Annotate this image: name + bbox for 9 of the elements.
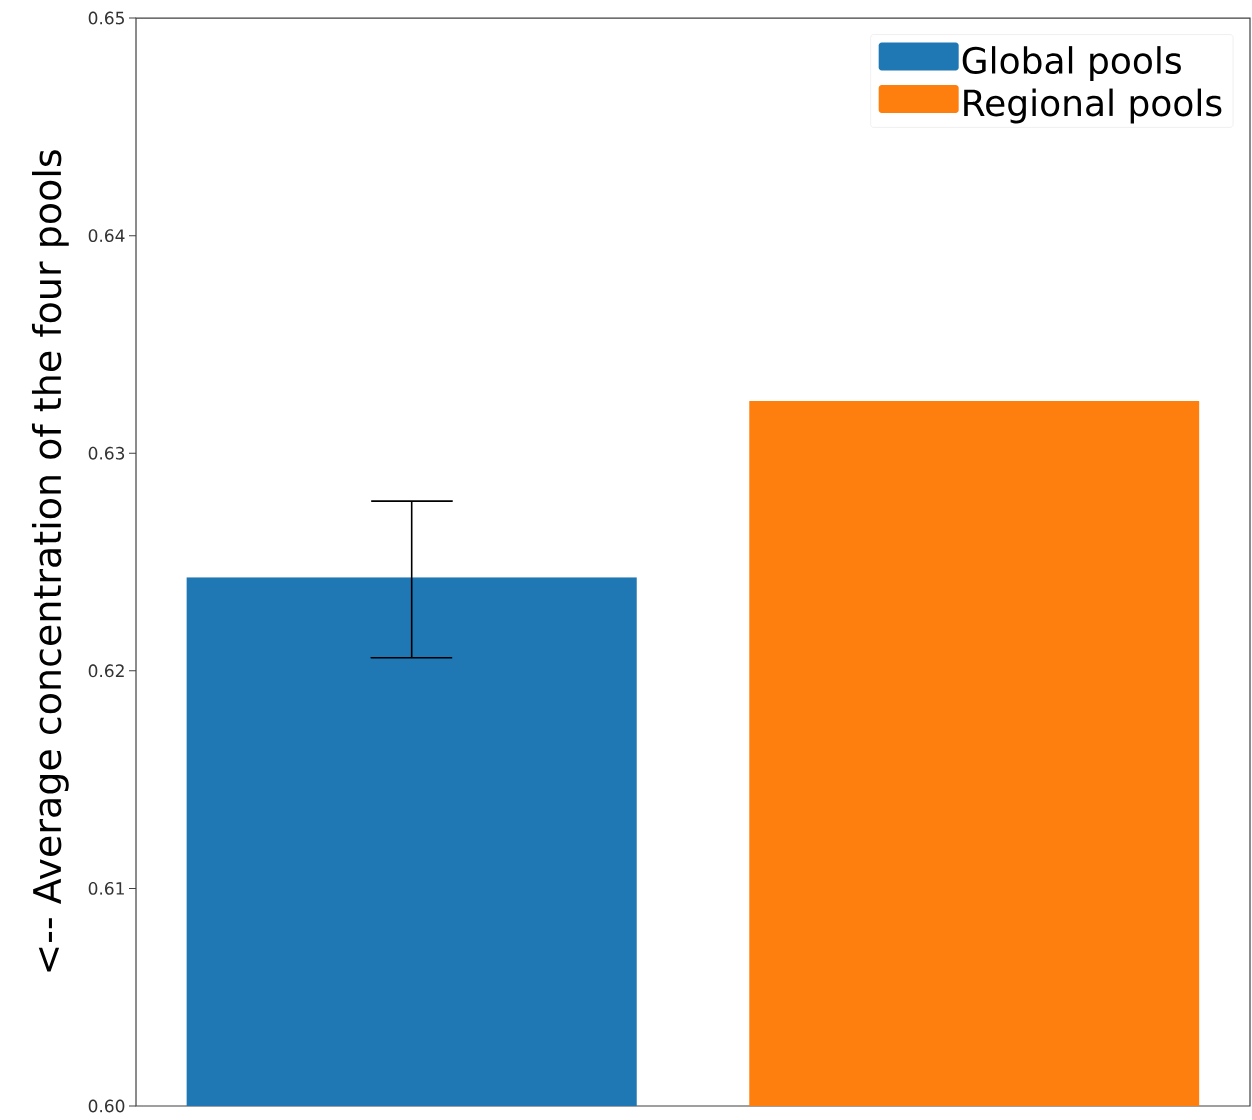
legend-label: Regional pools xyxy=(964,88,1222,124)
y-tick-label: 0.62 xyxy=(88,664,124,678)
y-tick-label: 0.65 xyxy=(88,11,124,25)
y-tick-label: 0.61 xyxy=(88,882,124,895)
y-axis-title: <-- Average concentration of the four pools xyxy=(31,150,69,972)
legend-label: Global pools xyxy=(962,46,1181,82)
y-tick-label: 0.63 xyxy=(88,446,125,460)
y-tick-label: 0.64 xyxy=(88,229,125,243)
y-tick-label: 0.60 xyxy=(88,1099,125,1113)
